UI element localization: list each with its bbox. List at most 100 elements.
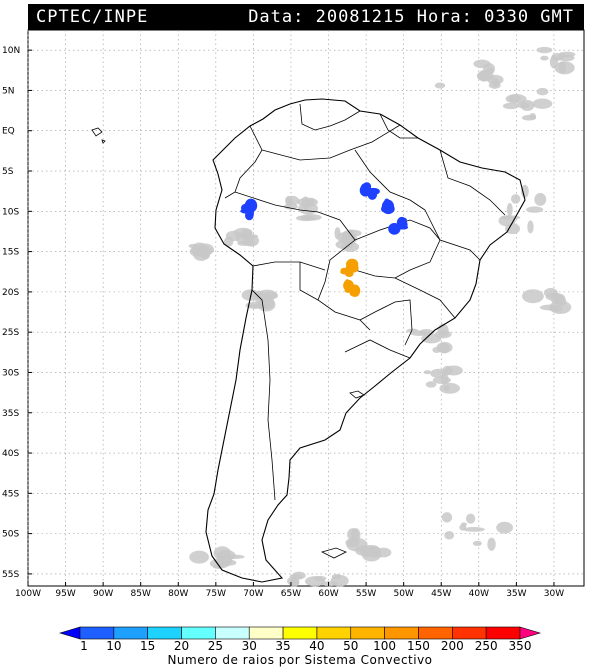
cloud-patch [320, 581, 338, 587]
lon-tick-label: 40W [469, 589, 489, 599]
cloud-patch [437, 323, 449, 338]
convective-system-blue [388, 216, 409, 235]
lon-tick-label: 65W [281, 589, 301, 599]
legend-label: 30 [242, 639, 257, 653]
legend-caption: Numero de raios por Sistema Convectivo [167, 653, 433, 667]
cloud-patch [473, 59, 491, 69]
cloud-patch [487, 537, 496, 551]
islands [91, 127, 365, 559]
cloud-patch [425, 381, 437, 388]
cloud-patch [434, 82, 446, 89]
lon-tick-label: 95W [55, 589, 75, 599]
header-datetime: Data: 20081215 Hora: 0330 GMT [248, 7, 574, 27]
map-axes: 10N 5N EQ 5S 10S 15S 20S 25S 30S 35S 40S 45S 50S 55S 1… [2, 46, 564, 599]
legend-swatch [147, 626, 182, 640]
cloud-patch [406, 328, 419, 333]
lat-tick-label: 45S [2, 489, 19, 499]
legend-label: 50 [343, 639, 358, 653]
cloud-patch [313, 575, 327, 582]
cloud-patch [189, 246, 205, 257]
convective-systems-layer [240, 182, 409, 297]
legend-label: 20 [174, 639, 189, 653]
cloud-patch [521, 114, 537, 121]
cloud-patch [520, 100, 535, 111]
legend-colorbar [58, 626, 542, 640]
legend-label: 35 [275, 639, 290, 653]
convective-system-blue [240, 198, 258, 221]
legend-swatch [215, 626, 250, 640]
header-source: CPTEC/INPE [36, 7, 149, 27]
cloud-patch [486, 67, 495, 75]
lon-tick-label: 85W [131, 589, 151, 599]
cloud-patch [189, 550, 209, 564]
legend-label: 40 [309, 639, 324, 653]
legend-label: 10 [106, 639, 121, 653]
cloud-patch [441, 372, 449, 385]
legend-label: 250 [475, 639, 498, 653]
cloud-patch [460, 522, 467, 527]
lat-lon-grid [27, 30, 584, 586]
cloud-patch [441, 512, 453, 523]
cloud-patch [534, 192, 547, 206]
cloud-patch [341, 241, 360, 252]
legend-swatch [79, 626, 115, 640]
lat-tick-label: 30S [2, 368, 19, 378]
lat-tick-label: 55S [2, 570, 19, 580]
map-frame [27, 29, 585, 587]
south-america-outline [205, 98, 526, 583]
lon-tick-label: 60W [318, 589, 338, 599]
lon-tick-label: 100W [15, 589, 41, 599]
cloud-patch [532, 98, 553, 109]
legend-label: 200 [441, 639, 464, 653]
legend-swatch [181, 626, 216, 640]
cloud-patch [540, 55, 549, 61]
cloud-patch [423, 370, 432, 375]
lon-tick-label: 75W [206, 589, 226, 599]
country-borders [224, 103, 506, 501]
cloud-patch [526, 206, 544, 213]
lon-tick-label: 45W [431, 589, 451, 599]
cloud-cover-layer [188, 46, 576, 587]
legend-label: 100 [373, 639, 396, 653]
legend-arrow-right [519, 626, 542, 640]
lat-tick-label: 25S [2, 328, 19, 338]
cloud-patch [347, 528, 359, 541]
cloud-patch [289, 574, 303, 581]
cloud-patch [444, 365, 463, 376]
legend-swatch [485, 626, 521, 640]
cloud-patch [359, 545, 382, 557]
cloud-patch [300, 214, 322, 221]
cloud-patch [221, 559, 237, 566]
cloud-patch [301, 196, 310, 210]
cloud-patch [487, 74, 504, 85]
lat-tick-label: 5N [2, 86, 14, 96]
lon-tick-label: 90W [93, 589, 113, 599]
lon-tick-label: 35W [506, 589, 526, 599]
legend-label: 1 [80, 639, 88, 653]
lon-tick-label: 55W [356, 589, 376, 599]
legend-swatch [452, 626, 487, 640]
cloud-patch [418, 329, 435, 336]
convective-system-orange [343, 279, 361, 297]
lon-tick-label: 50W [393, 589, 413, 599]
cloud-patch [288, 579, 300, 587]
cloud-patch [444, 530, 455, 540]
legend-swatch [113, 626, 148, 640]
cloud-patch [235, 233, 255, 244]
cloud-patch [334, 227, 341, 240]
lat-tick-label: 20S [2, 288, 19, 298]
cloud-patch [465, 513, 476, 524]
cloud-patch [462, 527, 485, 532]
cloud-patch [307, 197, 315, 205]
legend-label: 15 [140, 639, 155, 653]
cloud-patch [506, 203, 513, 217]
cloud-patch [521, 184, 529, 198]
cloud-patch [536, 87, 549, 96]
lat-tick-label: 50S [2, 530, 19, 540]
legend-swatch [384, 626, 419, 640]
cloud-patch [510, 194, 521, 204]
convective-system-blue [359, 182, 380, 200]
cloud-patch [438, 342, 450, 354]
legend-swatch [316, 626, 352, 640]
